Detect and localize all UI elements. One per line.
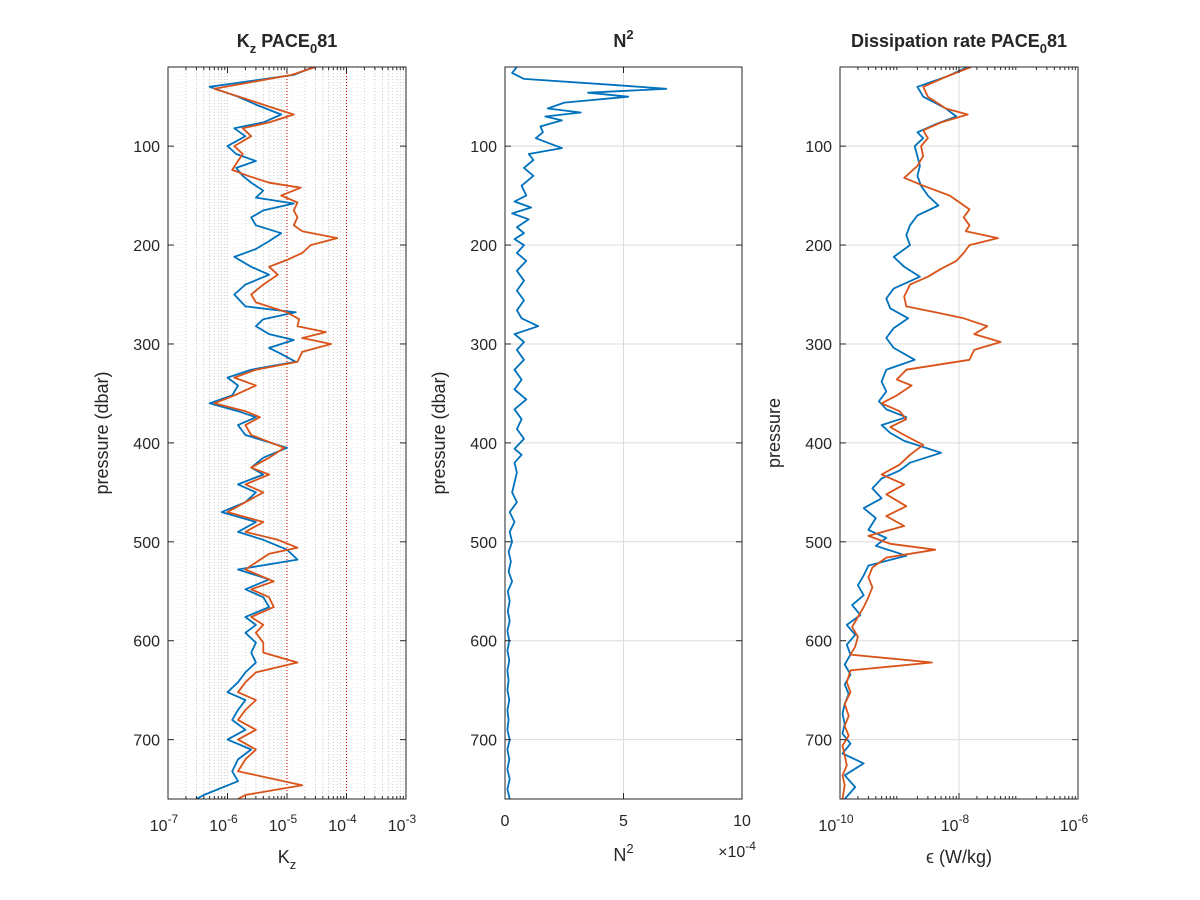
y-tick-label: 100 (133, 139, 160, 156)
x-axis-label: N2 (613, 841, 633, 865)
y-tick-label: 500 (470, 535, 497, 552)
y-axis-label: pressure (dbar) (429, 371, 449, 494)
panel-title: Dissipation rate PACE081 (851, 31, 1067, 56)
x-multiplier: ×10-4 (718, 839, 756, 861)
y-tick-label: 100 (805, 139, 832, 156)
series-line-2 (841, 67, 1002, 799)
y-tick-label: 500 (805, 535, 832, 552)
series-line-1 (506, 67, 668, 799)
grid (167, 67, 406, 799)
y-tick-label: 400 (133, 436, 160, 453)
x-tick-label: 10-7 (150, 812, 179, 835)
x-tick-label: 10-10 (818, 812, 853, 835)
x-tick-label: 5 (619, 813, 628, 830)
n2-panel: 100 200 300 400 500 600 700 0 5 10 ×10-4 N2 N2 pressu… (429, 27, 756, 865)
y-tick-label: 600 (133, 634, 160, 651)
y-tick-label: 400 (470, 436, 497, 453)
panel-title: Kz PACE081 (237, 31, 337, 56)
x-tick-label: 10-4 (328, 812, 357, 835)
y-tick-label: 400 (805, 436, 832, 453)
y-axis-label: pressure (764, 398, 784, 468)
x-tick-label: 10-3 (388, 812, 417, 835)
x-tick-label: 10-6 (209, 812, 238, 835)
y-axis-label: pressure (dbar) (92, 371, 112, 494)
x-tick-label: 10 (733, 813, 751, 830)
series-line-1 (195, 67, 314, 799)
y-tick-label: 700 (470, 733, 497, 750)
y-tick-label: 200 (805, 238, 832, 255)
x-axis-label: Kz (278, 847, 297, 872)
y-tick-label: 300 (805, 337, 832, 354)
y-tick-label: 500 (133, 535, 160, 552)
y-tick-label: 700 (133, 733, 160, 750)
series-line-2 (213, 67, 339, 799)
y-tick-label: 700 (805, 733, 832, 750)
x-tick-label: 0 (501, 813, 510, 830)
y-tick-label: 600 (470, 634, 497, 651)
y-tick-label: 300 (470, 337, 497, 354)
y-tick-label: 100 (470, 139, 497, 156)
kz-panel: 100 200 300 400 500 600 700 10-7 10-6 10-5 10-4 10-… (92, 31, 417, 872)
y-tick-label: 300 (133, 337, 160, 354)
panel-title: N2 (613, 27, 633, 51)
x-tick-label: 10-5 (269, 812, 298, 835)
x-tick-label: 10-8 (941, 812, 970, 835)
y-tick-label: 200 (470, 238, 497, 255)
x-axis-label: ϵ (W/kg) (926, 847, 992, 867)
x-tick-label: 10-6 (1060, 812, 1089, 835)
series-line-1 (841, 67, 969, 799)
dissipation-panel: 100 200 300 400 500 600 700 10-10 10-8 10-6 Dissip… (764, 31, 1089, 867)
y-tick-label: 200 (133, 238, 160, 255)
y-tick-label: 600 (805, 634, 832, 651)
